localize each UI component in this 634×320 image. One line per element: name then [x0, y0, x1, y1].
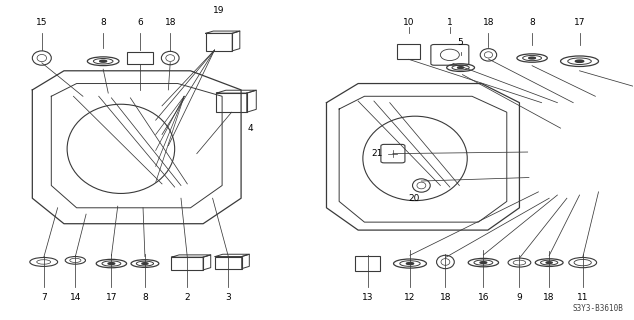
Text: 8: 8	[100, 19, 106, 28]
Text: 9: 9	[517, 292, 522, 301]
Ellipse shape	[458, 67, 463, 68]
Bar	[205, 33, 232, 51]
Ellipse shape	[108, 263, 115, 264]
Text: 2: 2	[184, 292, 190, 301]
Text: 8: 8	[142, 292, 148, 301]
Ellipse shape	[480, 262, 487, 263]
Bar	[127, 52, 153, 64]
Text: 18: 18	[164, 19, 176, 28]
Bar	[172, 257, 203, 270]
Text: 21: 21	[372, 149, 383, 158]
Text: 20: 20	[408, 194, 420, 203]
Text: 17: 17	[574, 19, 585, 28]
Text: 14: 14	[70, 292, 81, 301]
Bar	[398, 44, 420, 59]
Text: 18: 18	[543, 292, 555, 301]
Text: 17: 17	[106, 292, 117, 301]
Bar	[215, 257, 242, 269]
Text: 3: 3	[226, 292, 231, 301]
Text: 6: 6	[137, 19, 143, 28]
Text: 10: 10	[403, 19, 415, 28]
Ellipse shape	[406, 262, 413, 265]
Text: 15: 15	[36, 19, 48, 28]
Text: 18: 18	[482, 19, 494, 28]
Text: 8: 8	[529, 19, 535, 28]
Text: 1: 1	[447, 19, 453, 28]
Text: 11: 11	[577, 292, 588, 301]
Text: 5: 5	[458, 38, 463, 47]
Bar	[216, 93, 247, 112]
Text: 18: 18	[439, 292, 451, 301]
Text: 13: 13	[362, 292, 373, 301]
Text: S3Y3-B3610B: S3Y3-B3610B	[573, 304, 624, 313]
Text: 16: 16	[477, 292, 489, 301]
Bar	[355, 256, 380, 271]
Text: 7: 7	[41, 292, 46, 301]
Ellipse shape	[142, 263, 148, 264]
Text: 19: 19	[213, 6, 224, 15]
Ellipse shape	[529, 57, 536, 59]
Ellipse shape	[576, 60, 584, 62]
Ellipse shape	[100, 60, 107, 62]
Text: 4: 4	[248, 124, 254, 132]
Ellipse shape	[546, 262, 552, 263]
Text: 12: 12	[404, 292, 416, 301]
